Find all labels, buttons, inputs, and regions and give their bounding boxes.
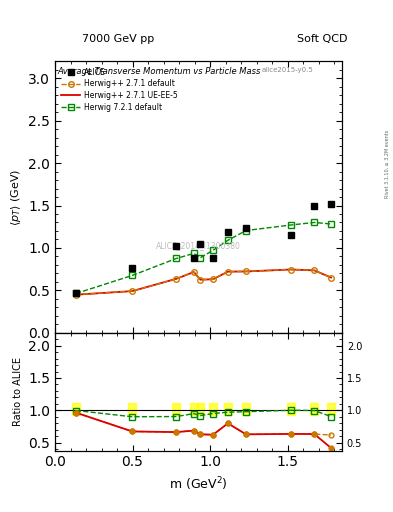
Text: 7000 GeV pp: 7000 GeV pp xyxy=(82,33,154,44)
Bar xyxy=(287,403,295,415)
Bar xyxy=(173,403,180,415)
Text: alice2015-y0.5: alice2015-y0.5 xyxy=(262,67,313,73)
Bar xyxy=(310,403,318,415)
Bar xyxy=(209,403,217,415)
Y-axis label: $\langle p_T \rangle$ (GeV): $\langle p_T \rangle$ (GeV) xyxy=(9,168,23,226)
Text: ALICE_2014_I1300380: ALICE_2014_I1300380 xyxy=(156,241,241,250)
Bar xyxy=(196,403,204,415)
Legend: ALICE, Herwig++ 2.7.1 default, Herwig++ 2.7.1 UE-EE-5, Herwig 7.2.1 default: ALICE, Herwig++ 2.7.1 default, Herwig++ … xyxy=(59,65,180,114)
Text: Rivet 3.1.10, ≥ 3.2M events: Rivet 3.1.10, ≥ 3.2M events xyxy=(385,130,389,198)
X-axis label: m (GeV$^2$): m (GeV$^2$) xyxy=(169,475,228,493)
Y-axis label: Ratio to ALICE: Ratio to ALICE xyxy=(13,357,23,426)
Bar xyxy=(224,403,232,415)
Text: Average Transverse Momentum vs Particle Mass: Average Transverse Momentum vs Particle … xyxy=(58,67,261,76)
Bar xyxy=(242,403,250,415)
Bar xyxy=(72,403,80,415)
Text: Soft QCD: Soft QCD xyxy=(297,33,347,44)
Bar xyxy=(327,403,335,415)
Bar xyxy=(129,403,136,415)
Bar xyxy=(190,403,198,415)
